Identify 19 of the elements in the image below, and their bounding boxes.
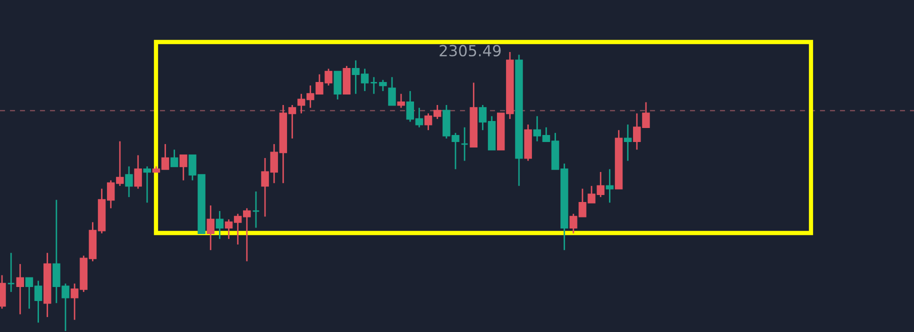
candlestick bbox=[16, 263, 24, 315]
candlestick bbox=[125, 166, 133, 198]
candlestick bbox=[388, 76, 396, 106]
candlestick bbox=[606, 168, 614, 204]
candlestick bbox=[170, 148, 178, 168]
candlestick bbox=[134, 154, 142, 190]
candlestick bbox=[180, 154, 188, 182]
candlestick bbox=[370, 76, 378, 95]
candlestick bbox=[206, 204, 214, 251]
candlestick bbox=[7, 252, 15, 293]
candlestick bbox=[143, 166, 151, 204]
candlestick bbox=[379, 79, 387, 92]
candlestick bbox=[460, 126, 468, 162]
annotation: 2305.49 bbox=[440, 44, 501, 56]
candlestick bbox=[334, 70, 342, 100]
candlestick bbox=[397, 93, 405, 108]
candlestick bbox=[252, 190, 260, 228]
candlestick bbox=[624, 124, 632, 162]
candlestick bbox=[216, 210, 224, 240]
